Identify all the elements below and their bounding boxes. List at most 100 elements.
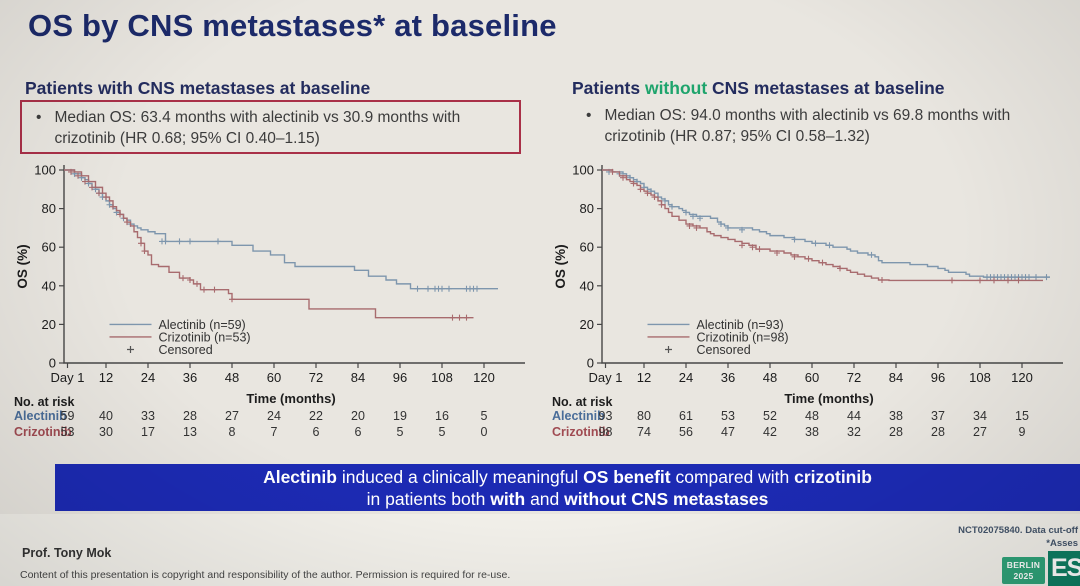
risk-count: 56	[679, 424, 693, 439]
svg-text:Day 1: Day 1	[589, 370, 623, 385]
svg-text:Day 1: Day 1	[51, 370, 85, 385]
risk-count: 34	[973, 409, 987, 423]
risk-count: 40	[99, 409, 113, 423]
svg-text:0: 0	[49, 356, 56, 371]
no-at-risk-label: No. at risk	[14, 395, 75, 409]
risk-count: 80	[637, 409, 651, 423]
no-at-risk-label: No. at risk	[552, 395, 613, 409]
svg-text:96: 96	[931, 370, 945, 385]
risk-table: No. at risk Time (months) Alectinib 59 40 33 2…	[14, 391, 530, 440]
text-segment: Patients	[572, 78, 645, 98]
risk-count: 17	[141, 424, 155, 439]
risk-count: 37	[931, 409, 945, 423]
text-segment: CNS metastases at baseline	[707, 78, 945, 98]
risk-count: 98	[598, 424, 613, 439]
median-os-bullet-with-cns: Median OS: 63.4 months with alectinib vs…	[36, 108, 504, 149]
risk-count: 52	[763, 409, 777, 423]
panel-header-without-cns: Patients without CNS metastases at basel…	[572, 78, 945, 99]
text-segment: in patients both	[366, 489, 491, 509]
risk-table-row: Crizotinib 53 30 17 13 8 7 6 6 5 5 0	[14, 425, 530, 441]
risk-count: 6	[354, 424, 362, 439]
svg-text:84: 84	[351, 370, 365, 385]
risk-row-name: Alectinib	[552, 409, 605, 423]
risk-row-name: Alectinib	[14, 409, 67, 423]
svg-text:120: 120	[473, 370, 495, 385]
text-segment: compared with	[670, 467, 795, 487]
text-segment: without	[644, 78, 708, 98]
risk-count: 38	[805, 424, 819, 439]
bullet-text: Median OS: 94.0 months with alectinib vs…	[604, 107, 1011, 145]
svg-text:72: 72	[847, 370, 861, 385]
x-axis-title: Time (months)	[784, 391, 874, 406]
text-segment: Alectinib	[263, 467, 337, 487]
risk-count: 0	[480, 424, 488, 439]
risk-count: 42	[763, 424, 777, 439]
risk-count: 5	[480, 409, 488, 423]
svg-text:96: 96	[393, 370, 407, 385]
berlin-2025-badge: BERLIN 2025	[1002, 557, 1045, 584]
median-os-bullet-without-cns: Median OS: 94.0 months with alectinib vs…	[586, 106, 1054, 147]
km-chart-without-cns: 0 20 40 60 80 100 Day 1 12 24 36 48 60 72 84 96 108 120 O…	[552, 158, 1068, 440]
svg-text:80: 80	[42, 201, 56, 216]
risk-count: 32	[847, 424, 861, 439]
svg-text:48: 48	[225, 370, 239, 385]
risk-count: 59	[60, 409, 75, 423]
svg-text:120: 120	[1011, 370, 1033, 385]
risk-count: 33	[141, 409, 155, 423]
svg-text:108: 108	[969, 370, 991, 385]
slide-title: OS by CNS metastases* at baseline	[28, 8, 557, 43]
risk-count: 47	[721, 424, 735, 439]
svg-text:108: 108	[431, 370, 453, 385]
panel-header-with-cns: Patients with CNS metastases at baseline	[25, 78, 370, 99]
text-segment: OS benefit	[583, 467, 671, 487]
x-axis-title: Time (months)	[246, 391, 336, 406]
risk-count: 7	[270, 424, 278, 439]
esmo-logo: ES	[1048, 551, 1080, 586]
risk-count: 20	[351, 409, 365, 423]
svg-text:60: 60	[580, 240, 594, 255]
median-os-highlight-box	[20, 100, 521, 154]
svg-text:20: 20	[580, 317, 594, 332]
risk-count: 74	[637, 424, 651, 439]
svg-text:Censored: Censored	[697, 343, 751, 357]
risk-count: 5	[396, 424, 404, 439]
svg-text:60: 60	[267, 370, 281, 385]
risk-count: 19	[393, 409, 407, 423]
svg-text:100: 100	[572, 163, 594, 178]
risk-table-row: Alectinib 59 40 33 28 27 24 22 20 19 16 5	[14, 409, 530, 425]
risk-count: 5	[438, 424, 446, 439]
svg-text:40: 40	[42, 278, 56, 293]
risk-count: 9	[1018, 424, 1026, 439]
svg-text:Alectinib (n=93): Alectinib (n=93)	[697, 318, 784, 332]
risk-count: 61	[679, 409, 693, 423]
risk-table-row: Crizotinib 98 74 56 47 42 38 32 28 28 27 9	[552, 425, 1068, 441]
svg-text:36: 36	[721, 370, 735, 385]
km-plot-svg: 0 20 40 60 80 100 Day 1 12 24 36 48 60 72 84 96 108 120 O…	[553, 163, 1063, 385]
risk-count: 6	[312, 424, 320, 439]
text-segment: Patients with CNS metastases at baseline	[25, 78, 371, 98]
svg-text:20: 20	[42, 317, 56, 332]
risk-table-row: Alectinib 93 80 61 53 52 48 44 38 37 34 15	[552, 409, 1068, 425]
banner-line-1: Alectinib induced a clinically meaningfu…	[55, 466, 1080, 488]
text-segment: induced a clinically meaningful	[336, 467, 584, 487]
risk-count: 8	[228, 424, 236, 439]
risk-count: 13	[183, 424, 197, 439]
svg-text:12: 12	[637, 370, 651, 385]
risk-table-head: No. at risk Time (months)	[552, 391, 1068, 409]
risk-count: 28	[183, 409, 197, 423]
svg-text:Censored: Censored	[159, 343, 213, 357]
risk-row-name: Crizotinib	[552, 424, 610, 439]
risk-count: 30	[99, 424, 113, 439]
trial-reference-note: NCT02075840. Data cut-off *Asses	[958, 525, 1080, 550]
svg-text:24: 24	[141, 370, 155, 385]
svg-text:Crizotinib (n=98): Crizotinib (n=98)	[697, 330, 789, 344]
risk-count: 24	[267, 409, 281, 423]
svg-text:60: 60	[805, 370, 819, 385]
assessment-footnote: *Asses	[1046, 537, 1078, 549]
svg-text:Alectinib (n=59): Alectinib (n=59)	[159, 318, 246, 332]
risk-count: 53	[60, 424, 75, 439]
conclusion-banner: Alectinib induced a clinically meaningfu…	[55, 464, 1080, 511]
risk-count: 93	[598, 409, 613, 423]
copyright-notice: Content of this presentation is copyrigh…	[20, 569, 511, 581]
